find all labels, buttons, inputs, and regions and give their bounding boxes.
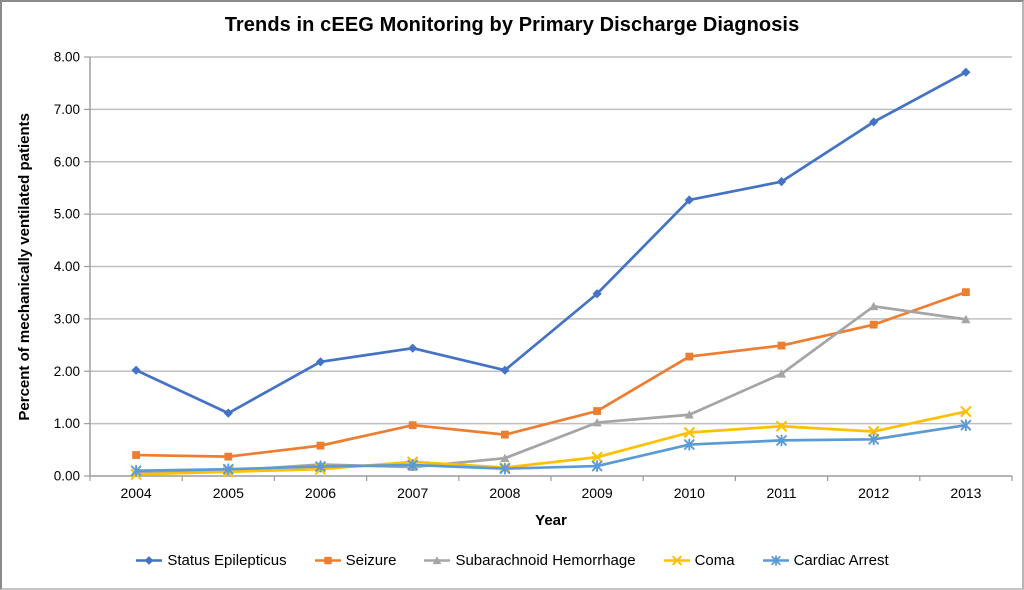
legend-item-coma: Coma: [663, 552, 735, 569]
triangle-marker-icon: [433, 556, 442, 565]
square-marker-icon: [323, 556, 332, 565]
square-marker-icon: [593, 407, 601, 415]
square-marker-icon: [962, 288, 970, 297]
asterisk-legend-marker-icon: [762, 555, 789, 566]
legend-item-status-epilepticus: Status Epilepticus: [135, 552, 287, 569]
y-tick-label: 2.00: [54, 364, 80, 379]
legend-label: Status Epilepticus: [167, 552, 287, 569]
triangle-legend-marker-icon: [424, 556, 451, 565]
diamond-marker-icon: [315, 357, 326, 367]
series-line: [134, 290, 968, 458]
asterisk-marker-icon: [776, 434, 787, 447]
x-tick-label: 2004: [121, 485, 152, 501]
legend-item-seizure: Seizure: [314, 552, 397, 569]
square-marker-icon: [869, 320, 878, 329]
square-marker-icon: [316, 441, 325, 450]
square-marker-icon: [408, 421, 417, 430]
x-axis-title: Year: [535, 512, 567, 529]
asterisk-marker-icon: [499, 462, 511, 475]
x-tick-label: 2006: [305, 485, 336, 501]
diamond-marker-icon: [144, 556, 154, 565]
asterisk-marker-icon: [407, 459, 419, 471]
square-marker-icon: [777, 341, 786, 350]
diamond-legend-marker-icon: [136, 556, 163, 565]
triangle-marker-icon: [776, 369, 787, 378]
y-tick-label: 6.00: [54, 154, 80, 169]
series-line: [134, 423, 968, 473]
x-tick-label: 2013: [950, 485, 981, 501]
x-marker-icon: [868, 426, 880, 437]
chart-title: Trends in cEEG Monitoring by Primary Dis…: [224, 14, 800, 36]
diamond-marker-icon: [961, 67, 971, 77]
asterisk-marker-icon: [868, 433, 880, 446]
diamond-marker-icon: [592, 289, 602, 299]
x-marker-icon: [960, 406, 972, 418]
asterisk-marker-icon: [770, 555, 781, 566]
asterisk-marker-icon: [222, 463, 234, 476]
x-tick-label: 2005: [213, 485, 244, 501]
asterisk-marker-icon: [130, 464, 142, 477]
x-marker-icon: [776, 420, 787, 432]
diamond-marker-icon: [131, 365, 141, 375]
y-tick-label: 3.00: [54, 311, 80, 326]
legend-item-subarachnoid-hemorrhage: Subarachnoid Hemorrhage: [423, 552, 636, 569]
x-marker-icon: [683, 427, 695, 438]
square-marker-icon: [685, 352, 694, 361]
diamond-marker-icon: [223, 408, 233, 418]
x-tick-label: 2008: [489, 485, 520, 501]
triangle-marker-icon: [961, 314, 971, 324]
y-tick-label: 4.00: [54, 259, 80, 274]
diamond-marker-icon: [776, 177, 787, 187]
asterisk-marker-icon: [315, 460, 326, 473]
legend-label: Coma: [694, 552, 735, 569]
x-tick-label: 2007: [397, 485, 428, 501]
x-marker-icon: [671, 555, 682, 566]
x-legend-marker-icon: [663, 555, 690, 566]
series-line: [134, 410, 968, 476]
square-marker-icon: [224, 452, 233, 461]
legend-item-cardiac-arrest: Cardiac Arrest: [762, 552, 889, 569]
x-tick-label: 2012: [858, 485, 889, 501]
triangle-marker-icon: [869, 301, 879, 311]
x-marker-icon: [591, 451, 603, 463]
y-tick-label: 5.00: [54, 207, 80, 222]
diamond-marker-icon: [869, 117, 879, 127]
legend-label: Subarachnoid Hemorrhage: [455, 552, 636, 569]
legend-label: Cardiac Arrest: [793, 552, 889, 569]
triangle-marker-icon: [684, 410, 694, 419]
series-line: [134, 70, 968, 415]
x-tick-label: 2010: [674, 485, 705, 501]
square-marker-icon: [132, 451, 140, 459]
x-tick-label: 2009: [582, 485, 613, 501]
y-tick-label: 1.00: [54, 416, 80, 431]
triangle-marker-icon: [592, 417, 602, 427]
y-tick-label: 8.00: [54, 50, 80, 65]
y-tick-label: 0.00: [54, 469, 80, 484]
asterisk-marker-icon: [960, 419, 972, 432]
diamond-marker-icon: [408, 343, 418, 353]
triangle-marker-icon: [500, 453, 510, 462]
square-marker-icon: [501, 430, 509, 439]
square-legend-marker-icon: [314, 556, 341, 565]
diamond-marker-icon: [500, 365, 510, 375]
x-tick-label: 2011: [766, 485, 796, 501]
asterisk-marker-icon: [683, 438, 695, 451]
asterisk-marker-icon: [591, 460, 603, 472]
y-tick-label: 7.00: [54, 102, 80, 117]
legend-label: Seizure: [345, 552, 397, 569]
legend: Status Epilepticus Seizure Subarachnoid He…: [2, 552, 1022, 569]
diamond-marker-icon: [684, 195, 694, 205]
